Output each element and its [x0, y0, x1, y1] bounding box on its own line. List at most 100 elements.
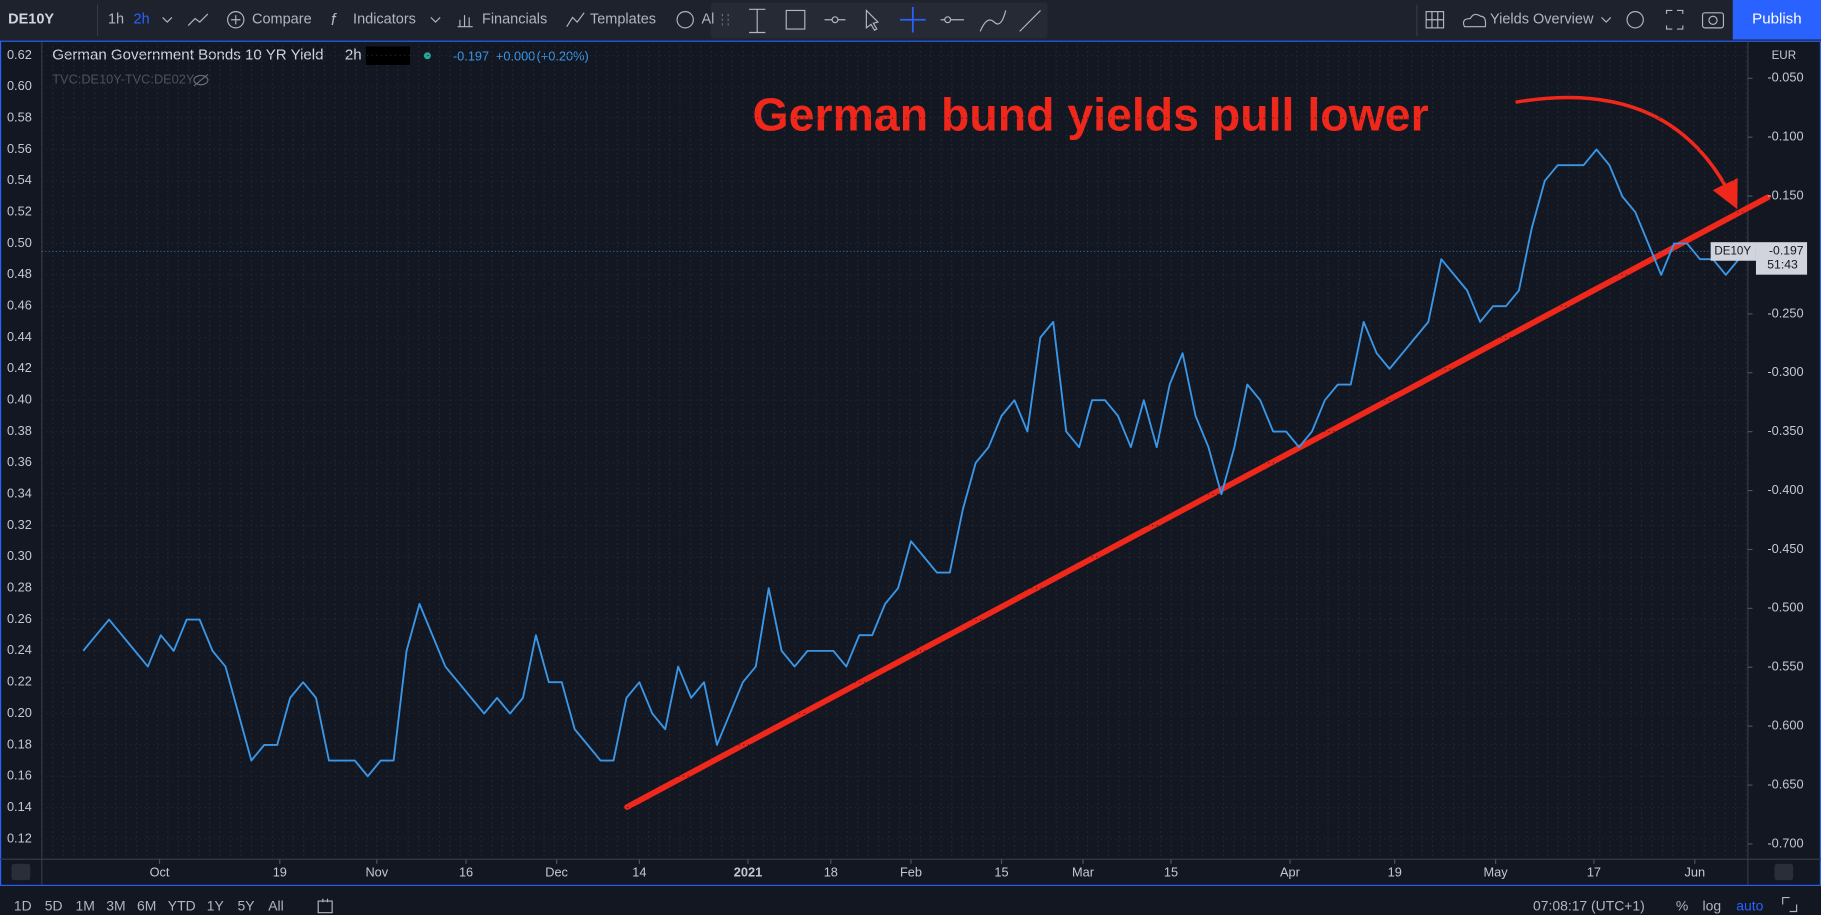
- y-tick-label: 0.58: [7, 110, 32, 125]
- y2-tick-label: -0.100: [1767, 129, 1803, 144]
- range-button[interactable]: 6M: [137, 898, 156, 914]
- y-tick-label: 0.14: [7, 799, 32, 814]
- cloud-icon[interactable]: [1462, 13, 1487, 28]
- range-button[interactable]: 1D: [14, 898, 32, 914]
- range-button[interactable]: All: [268, 898, 283, 914]
- snapshot-icon[interactable]: [1701, 12, 1725, 29]
- x-tick-label: 19: [273, 865, 287, 880]
- layout-name[interactable]: Yields Overview: [1490, 12, 1594, 28]
- y-tick-label: 0.44: [7, 329, 32, 344]
- x-tick-label: Mar: [1072, 865, 1095, 880]
- y-tick-label: 0.56: [7, 141, 32, 156]
- symbol[interactable]: DE10Y: [8, 12, 54, 28]
- alert-button[interactable]: Al: [701, 12, 714, 28]
- y2-tick-label: -0.700: [1767, 835, 1803, 850]
- x-tick-label: 15: [1164, 865, 1178, 880]
- y2-tick-label: -0.400: [1767, 482, 1803, 497]
- goto-date-icon[interactable]: [317, 898, 333, 914]
- ray-tool: [944, 16, 952, 24]
- percent-toggle[interactable]: %: [1676, 898, 1688, 914]
- dropdown-icon[interactable]: [430, 17, 441, 23]
- crosshair-tool[interactable]: [900, 6, 926, 33]
- alert-icon[interactable]: [676, 11, 694, 29]
- bottom-toolbar: [0, 885, 1821, 915]
- text-tool[interactable]: [749, 8, 766, 34]
- indicators-icon[interactable]: f: [331, 11, 337, 29]
- annotation-arrow[interactable]: [1515, 95, 1738, 210]
- y-tick-label: 0.54: [7, 172, 32, 187]
- x-tick-label: 14: [632, 865, 646, 880]
- x-tick-label: Oct: [150, 865, 170, 880]
- x-tick-label: Dec: [545, 865, 568, 880]
- y-tick-label: 0.22: [7, 674, 32, 689]
- fullscreen-icon[interactable]: [1665, 9, 1684, 30]
- annotation-text[interactable]: German bund yields pull lower: [753, 89, 1429, 141]
- range-button[interactable]: 5D: [45, 898, 63, 914]
- y-tick-label: 0.12: [7, 830, 32, 845]
- auto-toggle[interactable]: auto: [1736, 898, 1763, 914]
- publish-button[interactable]: [1732, 0, 1821, 40]
- x-tick-label: May: [1484, 865, 1509, 880]
- y2-tick-label: -0.150: [1767, 187, 1803, 202]
- x-tick-label: Jun: [1685, 865, 1706, 880]
- dropdown-icon[interactable]: [162, 17, 173, 23]
- interval[interactable]: 2h: [134, 12, 150, 28]
- legend-symbol: TVC:DE10Y-TVC:DE02Y: [52, 71, 195, 86]
- legend-title: German Government Bonds 10 YR Yield: [52, 47, 323, 64]
- visibility-icon[interactable]: [193, 74, 209, 86]
- snapshot-icon: [1708, 15, 1718, 25]
- indicators-button[interactable]: Indicators: [353, 12, 416, 28]
- y2-tick-label: -0.450: [1767, 541, 1803, 556]
- y2-tick-label: -0.050: [1767, 70, 1803, 85]
- range-button[interactable]: 5Y: [237, 898, 254, 914]
- currency[interactable]: EUR: [1772, 49, 1797, 62]
- rect-tool[interactable]: [785, 9, 806, 30]
- maximize-icon[interactable]: [1782, 897, 1798, 913]
- range-button[interactable]: 1Y: [207, 898, 224, 914]
- y-tick-label: 0.30: [7, 548, 32, 563]
- compare-button[interactable]: Compare: [252, 12, 312, 28]
- price-label-box: [1755, 242, 1808, 275]
- interval[interactable]: 1h: [108, 12, 124, 28]
- settings-icon[interactable]: [1626, 11, 1644, 29]
- auto-scale-button[interactable]: [1774, 863, 1794, 881]
- y-tick-label: 0.26: [7, 611, 32, 626]
- dropdown-icon[interactable]: [1601, 17, 1612, 23]
- templates-icon[interactable]: [566, 12, 585, 28]
- financials-icon[interactable]: [457, 15, 473, 28]
- trend-line[interactable]: [624, 194, 1771, 810]
- range-button[interactable]: 1M: [75, 898, 94, 914]
- auto-zoom-button[interactable]: [11, 863, 31, 881]
- x-tick-label: Apr: [1280, 865, 1301, 880]
- cursor-tool[interactable]: [865, 9, 880, 31]
- y2-tick-label: -0.300: [1767, 364, 1803, 379]
- y-tick-label: 0.28: [7, 580, 32, 595]
- price-label-value: -0.197: [1769, 244, 1804, 258]
- templates-button[interactable]: Templates: [590, 12, 656, 28]
- brush-tool[interactable]: [979, 10, 1007, 32]
- plot-area: [41, 42, 1748, 860]
- y-tick-label: 0.52: [7, 204, 32, 219]
- y2-tick-label: -0.350: [1767, 423, 1803, 438]
- y-tick-label: 0.62: [7, 47, 32, 62]
- y-tick-label: 0.20: [7, 705, 32, 720]
- y-tick-label: 0.34: [7, 486, 32, 501]
- range-button[interactable]: 3M: [106, 898, 125, 914]
- log-toggle[interactable]: log: [1703, 898, 1722, 914]
- chart-style-icon[interactable]: [187, 13, 209, 26]
- x-tick-label: 16: [459, 865, 473, 880]
- y2-tick-label: -0.600: [1767, 718, 1803, 733]
- series-line: [82, 148, 1740, 778]
- y2-tick-label: -0.550: [1767, 659, 1803, 674]
- price-label-name-box: [1710, 242, 1756, 261]
- financials-button[interactable]: Financials: [482, 12, 547, 28]
- range-button[interactable]: YTD: [168, 898, 196, 914]
- trendline-tool[interactable]: [1019, 10, 1041, 32]
- y2-tick-label: -0.650: [1767, 776, 1803, 791]
- publish-label[interactable]: Publish: [1752, 11, 1801, 28]
- y-tick-label: 0.50: [7, 235, 32, 250]
- y-tick-label: 0.24: [7, 642, 32, 657]
- compare-icon[interactable]: [227, 11, 245, 29]
- y-tick-label: 0.42: [7, 360, 32, 375]
